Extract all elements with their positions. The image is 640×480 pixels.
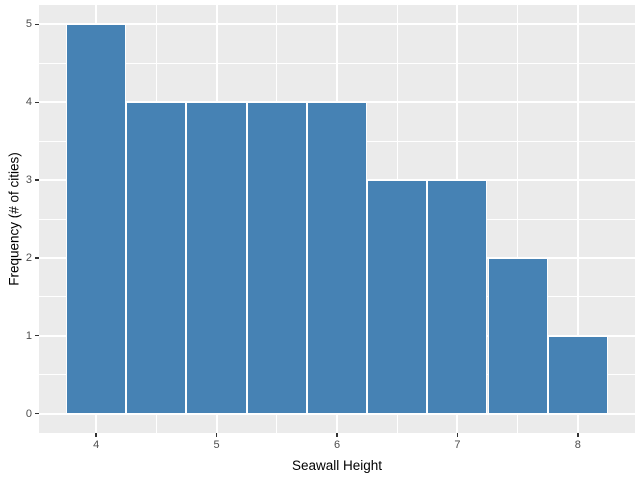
histogram-bar bbox=[367, 180, 428, 414]
x-axis-title: Seawall Height bbox=[291, 458, 383, 473]
x-tick-mark bbox=[456, 433, 459, 437]
x-tick-label: 8 bbox=[574, 439, 581, 451]
histogram-bar bbox=[186, 102, 247, 414]
y-tick-label: 2 bbox=[25, 251, 32, 264]
y-tick-label: 0 bbox=[25, 407, 32, 420]
gridline-y-major bbox=[39, 23, 635, 26]
y-tick-mark bbox=[35, 101, 39, 104]
x-tick-mark bbox=[336, 433, 338, 437]
x-tick-mark bbox=[577, 433, 579, 437]
histogram-bar bbox=[487, 257, 548, 414]
y-tick-label: 5 bbox=[25, 18, 32, 31]
gridline-y-major bbox=[39, 412, 635, 415]
y-tick-mark bbox=[35, 257, 39, 259]
histogram-bar bbox=[126, 102, 187, 414]
x-tick-label: 5 bbox=[213, 439, 220, 451]
x-tick-label: 7 bbox=[454, 439, 461, 451]
histogram-bar bbox=[306, 102, 368, 414]
histogram-bar bbox=[66, 24, 127, 414]
y-axis-title: Frequency (# of cities) bbox=[6, 152, 22, 286]
y-tick-label: 1 bbox=[25, 329, 32, 342]
y-tick-label: 3 bbox=[25, 174, 32, 187]
histogram-bar bbox=[427, 180, 488, 414]
y-tick-mark bbox=[35, 334, 39, 337]
plot-panel bbox=[39, 5, 635, 433]
y-tick-label: 4 bbox=[25, 96, 32, 109]
gridline-x-major bbox=[576, 5, 579, 433]
x-tick-label: 6 bbox=[333, 439, 341, 451]
y-tick-mark bbox=[35, 179, 39, 181]
y-tick-mark bbox=[35, 23, 39, 26]
histogram-bar bbox=[246, 102, 307, 414]
y-tick-mark bbox=[35, 412, 39, 415]
histogram-bar bbox=[547, 335, 608, 414]
x-tick-mark bbox=[95, 433, 97, 437]
x-tick-mark bbox=[215, 433, 218, 437]
x-tick-label: 4 bbox=[93, 439, 100, 451]
